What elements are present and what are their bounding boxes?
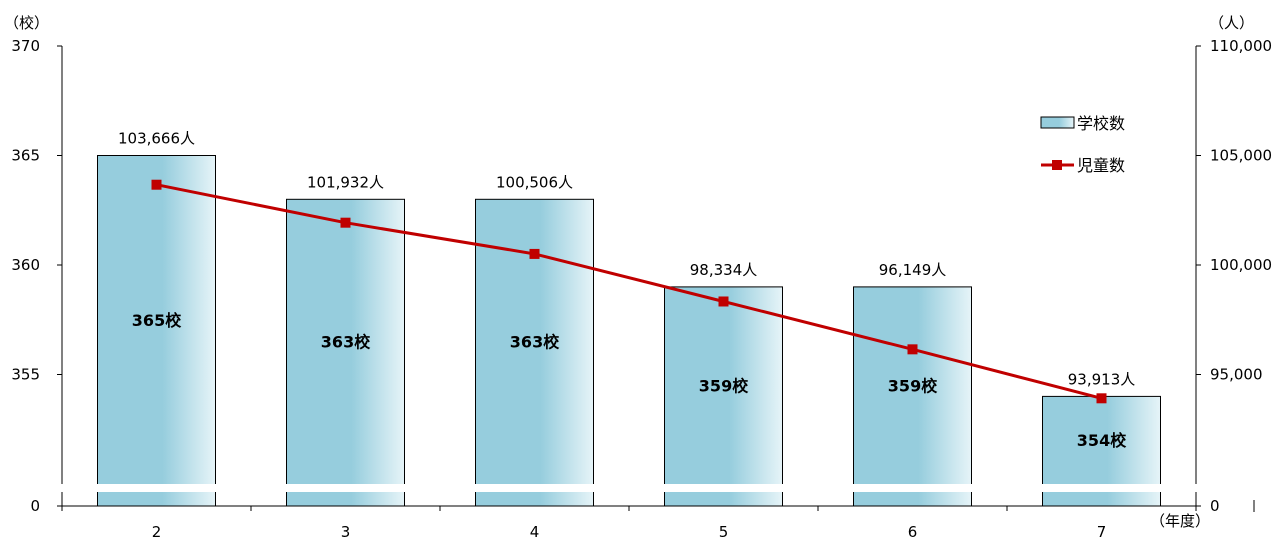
- right-tick-label: 95,000: [1210, 366, 1263, 384]
- line-series: [156, 183, 1102, 400]
- left-tick-label: 355: [11, 366, 40, 384]
- x-tick-label-3: 3: [341, 523, 351, 539]
- labels-layer: 365校 363校 363校 359校 359校 354校 103,666人 101,932人…: [118, 130, 1135, 451]
- bar-label-5: 359校: [699, 376, 749, 395]
- bar-label-6: 359校: [888, 376, 938, 395]
- line-marker-5: [718, 296, 729, 307]
- bar-label-3: 363校: [321, 333, 371, 352]
- line-marker-2: [151, 179, 162, 190]
- bar-label-7: 354校: [1077, 431, 1127, 450]
- bar-4: [475, 198, 594, 507]
- line-label-5: 98,334人: [690, 261, 758, 279]
- left-axis-unit: （校）: [4, 14, 49, 32]
- legend-line-label: 児童数: [1077, 156, 1125, 175]
- line-label-6: 96,149人: [879, 261, 947, 279]
- left-tick-label: 365: [11, 147, 40, 165]
- x-tick-label-6: 6: [908, 523, 918, 539]
- line-label-4: 100,506人: [496, 173, 573, 191]
- axes-layer: 3703653603550110,000105,000100,00095,000…: [4, 14, 1272, 539]
- line-marker-7: [1096, 393, 1107, 404]
- line-label-2: 103,666人: [118, 130, 195, 148]
- left-tick-label: 360: [11, 256, 40, 274]
- right-tick-label: 110,000: [1210, 37, 1272, 55]
- bar-label-2: 365校: [132, 311, 182, 330]
- line-label-3: 101,932人: [307, 173, 384, 191]
- bar-3: [286, 198, 405, 507]
- line-marker-6: [907, 344, 918, 355]
- bar-label-4: 363校: [510, 333, 560, 352]
- legend-bar-label: 学校数: [1077, 114, 1125, 133]
- bar-6: [853, 286, 972, 507]
- bar-5: [664, 286, 783, 507]
- x-tick-label-2: 2: [152, 523, 162, 539]
- right-tick-label: 100,000: [1210, 256, 1272, 274]
- legend-line-marker: [1052, 160, 1062, 170]
- right-tick-label: 105,000: [1210, 147, 1272, 165]
- left-tick-label: 0: [30, 497, 40, 515]
- left-tick-label: 370: [11, 37, 40, 55]
- x-tick-label-7: 7: [1097, 523, 1107, 539]
- legend-bar-swatch: [1040, 116, 1075, 129]
- line-marker-4: [529, 248, 540, 259]
- x-tick-label-4: 4: [530, 523, 540, 539]
- bar-2: [97, 155, 216, 507]
- line-label-7: 93,913人: [1068, 370, 1136, 388]
- x-axis-unit: （年度）: [1150, 512, 1210, 530]
- right-tick-label: 0: [1210, 497, 1220, 515]
- line-marker-3: [340, 217, 351, 228]
- right-axis-unit: （人）: [1209, 14, 1254, 32]
- line-layer: [151, 179, 1107, 404]
- axis-break: [40, 484, 1220, 492]
- bars-layer: [97, 155, 1161, 507]
- x-tick-label-5: 5: [719, 523, 729, 539]
